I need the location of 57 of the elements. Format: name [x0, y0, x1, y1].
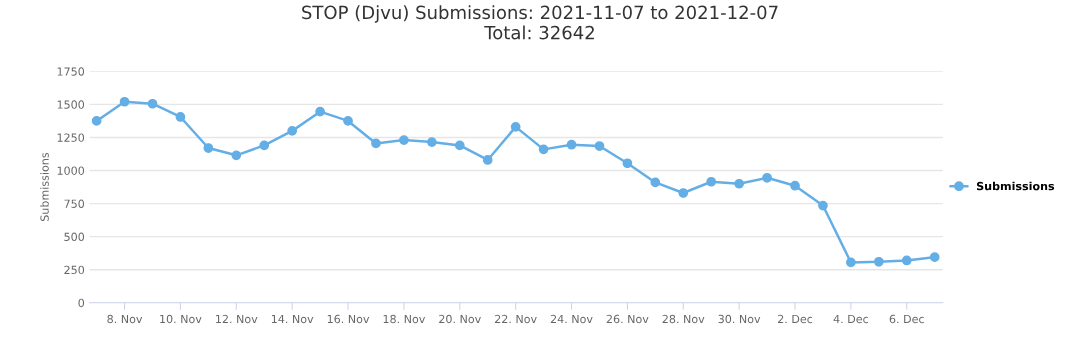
x-tick-label: 4. Dec [833, 314, 869, 324]
point [706, 176, 717, 187]
point [175, 112, 186, 122]
point [873, 256, 884, 267]
point [622, 158, 633, 169]
x-tick-label: 18. Nov [383, 314, 426, 324]
point [566, 139, 577, 150]
point [147, 98, 158, 109]
x-tick-label: 2. Dec [778, 314, 813, 324]
point [650, 177, 661, 188]
x-tick-label: 10. Nov [160, 314, 202, 324]
point [399, 135, 409, 145]
y-tick-label: 1000 [57, 166, 85, 175]
point [259, 140, 270, 151]
x-tick-label: 16. Nov [327, 314, 370, 324]
point [846, 257, 856, 268]
point [231, 150, 242, 161]
x-tick-label: 30. Nov [718, 314, 761, 324]
x-tick-label: 20. Nov [439, 314, 481, 324]
point [901, 255, 912, 266]
point [538, 144, 549, 155]
point [343, 116, 353, 126]
x-tick-label: 28. Nov [662, 314, 705, 324]
point [734, 178, 745, 189]
y-axis-title: Submissions [40, 152, 49, 221]
point [371, 138, 381, 149]
point [91, 116, 102, 126]
point [287, 125, 298, 136]
point [818, 200, 828, 211]
point [315, 106, 325, 117]
point [454, 140, 465, 151]
x-tick-label: 8. Nov [107, 314, 143, 324]
x-tick-label: 22. Nov [495, 314, 537, 324]
legend-label: Submissions [976, 181, 1055, 191]
x-tick-label: 12. Nov [216, 314, 258, 324]
x-tick-label: 6. Dec [889, 314, 924, 324]
point [929, 252, 940, 262]
point [426, 137, 437, 147]
point [482, 155, 493, 165]
y-tick-label: 1250 [57, 133, 85, 142]
y-tick-label: 500 [64, 232, 85, 242]
x-tick-label: 24. Nov [550, 314, 593, 324]
y-tick-label: 1750 [57, 67, 85, 76]
point [762, 172, 772, 183]
y-tick-label: 750 [64, 199, 85, 208]
x-tick-label: 14. Nov [271, 314, 314, 324]
point [119, 96, 130, 107]
point [594, 141, 605, 151]
point [790, 180, 800, 191]
y-tick-label: 1500 [57, 100, 85, 109]
point [510, 122, 521, 132]
chart-title: STOP (Djvu) Submissions: 2021-11-07 to 2021-12-07 Total: 32642 [302, 5, 778, 40]
point [678, 188, 689, 198]
x-tick-label: 26. Nov [606, 314, 649, 324]
y-tick-label: 0 [78, 298, 85, 308]
point [203, 143, 214, 153]
y-tick-label: 250 [64, 265, 85, 275]
